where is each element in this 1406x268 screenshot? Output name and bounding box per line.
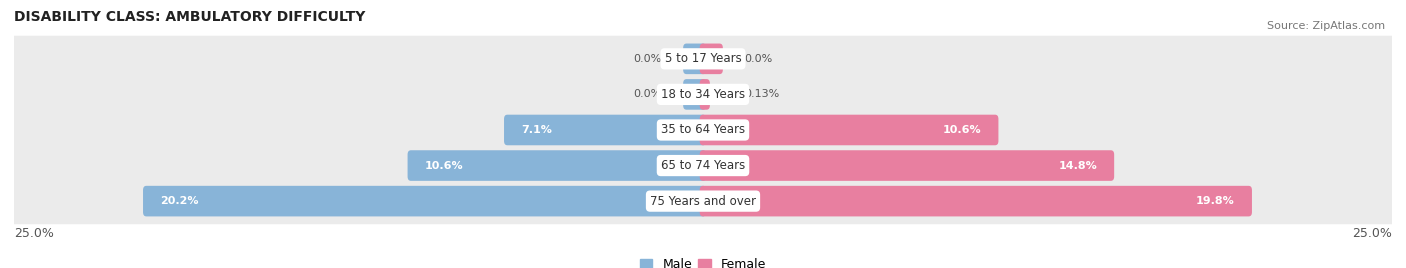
Text: 19.8%: 19.8%: [1197, 196, 1234, 206]
Text: Source: ZipAtlas.com: Source: ZipAtlas.com: [1267, 21, 1385, 31]
FancyBboxPatch shape: [700, 186, 1251, 217]
Text: 18 to 34 Years: 18 to 34 Years: [661, 88, 745, 101]
Text: 0.13%: 0.13%: [744, 90, 779, 99]
FancyBboxPatch shape: [10, 178, 1396, 224]
FancyBboxPatch shape: [10, 107, 1396, 153]
FancyBboxPatch shape: [10, 142, 1396, 189]
Text: 14.8%: 14.8%: [1059, 161, 1097, 170]
FancyBboxPatch shape: [408, 150, 706, 181]
FancyBboxPatch shape: [700, 115, 998, 145]
FancyBboxPatch shape: [10, 36, 1396, 82]
FancyBboxPatch shape: [700, 43, 723, 74]
FancyBboxPatch shape: [683, 43, 706, 74]
Text: 75 Years and over: 75 Years and over: [650, 195, 756, 208]
Text: 25.0%: 25.0%: [14, 227, 53, 240]
Text: 10.6%: 10.6%: [942, 125, 981, 135]
Text: DISABILITY CLASS: AMBULATORY DIFFICULTY: DISABILITY CLASS: AMBULATORY DIFFICULTY: [14, 10, 366, 24]
Text: 0.0%: 0.0%: [634, 90, 662, 99]
FancyBboxPatch shape: [143, 186, 706, 217]
Text: 0.0%: 0.0%: [744, 54, 772, 64]
Legend: Male, Female: Male, Female: [636, 253, 770, 268]
Text: 0.0%: 0.0%: [634, 54, 662, 64]
Text: 5 to 17 Years: 5 to 17 Years: [665, 52, 741, 65]
Text: 25.0%: 25.0%: [1353, 227, 1392, 240]
FancyBboxPatch shape: [700, 79, 710, 110]
Text: 65 to 74 Years: 65 to 74 Years: [661, 159, 745, 172]
Text: 10.6%: 10.6%: [425, 161, 464, 170]
Text: 7.1%: 7.1%: [522, 125, 553, 135]
FancyBboxPatch shape: [10, 71, 1396, 118]
Text: 35 to 64 Years: 35 to 64 Years: [661, 124, 745, 136]
FancyBboxPatch shape: [503, 115, 706, 145]
FancyBboxPatch shape: [683, 79, 706, 110]
FancyBboxPatch shape: [700, 150, 1114, 181]
Text: 20.2%: 20.2%: [160, 196, 198, 206]
